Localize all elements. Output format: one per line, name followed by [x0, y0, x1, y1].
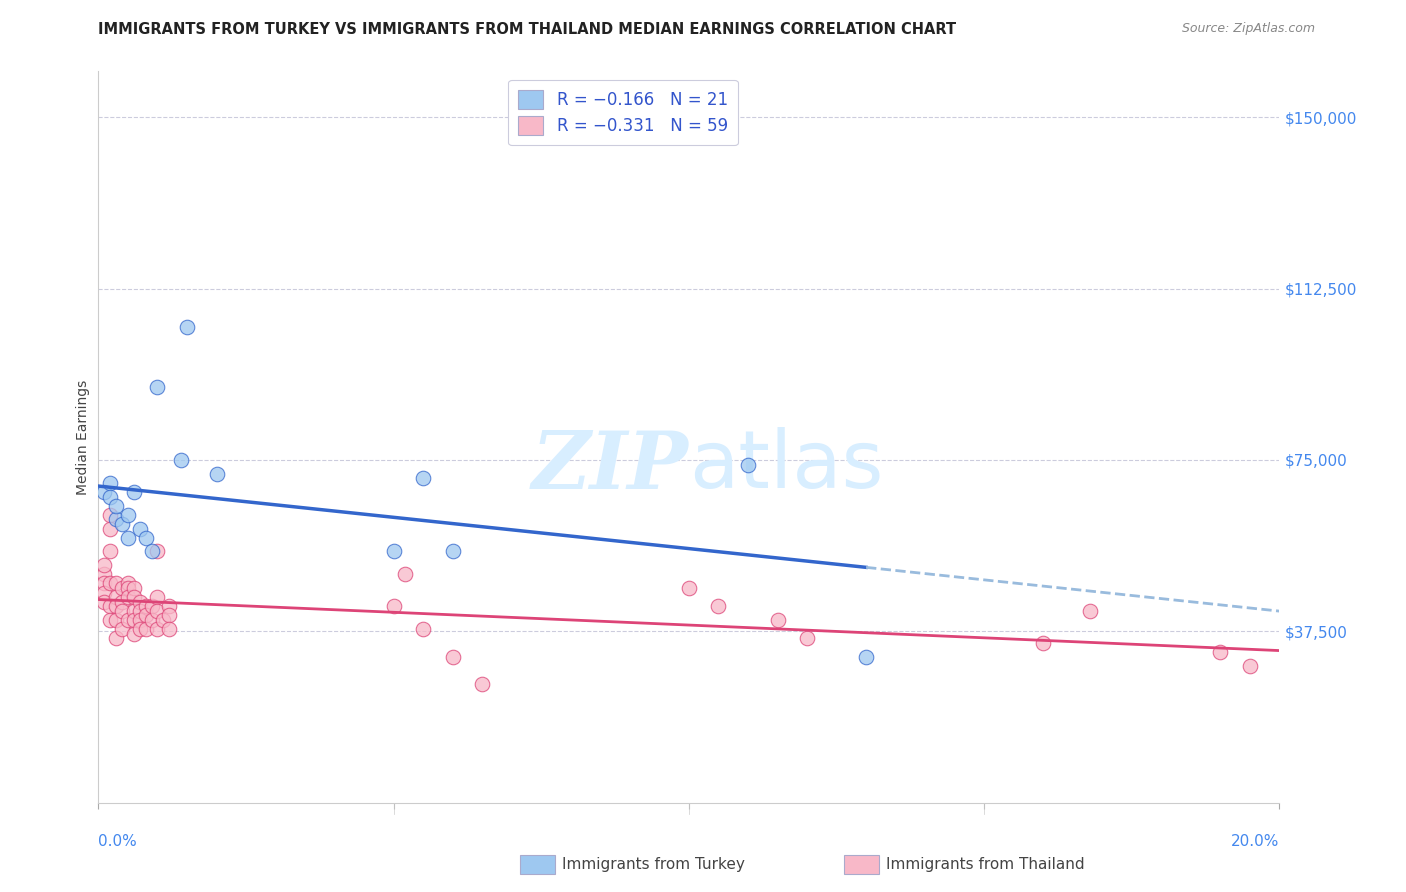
- Point: [441, 544, 464, 558]
- Point: [111, 516, 134, 531]
- Point: [105, 590, 128, 604]
- Point: [135, 608, 157, 623]
- Point: [98, 475, 121, 490]
- Point: [412, 471, 434, 485]
- Point: [471, 677, 494, 691]
- Point: [117, 581, 139, 595]
- Point: [128, 521, 150, 535]
- Text: ZIP: ZIP: [531, 427, 689, 505]
- Point: [128, 622, 150, 636]
- Point: [766, 613, 789, 627]
- Text: atlas: atlas: [689, 427, 883, 506]
- Point: [98, 576, 121, 591]
- Point: [93, 594, 115, 608]
- Point: [678, 581, 700, 595]
- Point: [105, 499, 128, 513]
- Point: [141, 544, 163, 558]
- Point: [98, 544, 121, 558]
- Point: [117, 508, 139, 522]
- Point: [128, 613, 150, 627]
- Point: [707, 599, 730, 614]
- Point: [170, 453, 193, 467]
- Point: [141, 613, 163, 627]
- Point: [394, 567, 416, 582]
- Point: [1209, 645, 1232, 659]
- Point: [382, 544, 405, 558]
- Point: [98, 613, 121, 627]
- Point: [146, 380, 169, 394]
- Point: [117, 613, 139, 627]
- Point: [117, 576, 139, 591]
- Point: [122, 613, 145, 627]
- Point: [93, 558, 115, 573]
- Point: [441, 649, 464, 664]
- Point: [157, 608, 180, 623]
- Point: [98, 490, 121, 504]
- Point: [122, 485, 145, 500]
- Point: [128, 604, 150, 618]
- Point: [105, 613, 128, 627]
- Point: [152, 613, 174, 627]
- Point: [1032, 636, 1054, 650]
- Point: [855, 649, 877, 664]
- Point: [1239, 658, 1261, 673]
- Point: [122, 604, 145, 618]
- Point: [98, 508, 121, 522]
- Point: [157, 622, 180, 636]
- Point: [98, 599, 121, 614]
- Point: [146, 544, 169, 558]
- Text: Immigrants from Thailand: Immigrants from Thailand: [886, 857, 1084, 871]
- Text: Immigrants from Turkey: Immigrants from Turkey: [562, 857, 745, 871]
- Point: [135, 622, 157, 636]
- Point: [122, 581, 145, 595]
- Point: [146, 622, 169, 636]
- Point: [122, 626, 145, 640]
- Point: [146, 604, 169, 618]
- Text: 0.0%: 0.0%: [98, 834, 138, 849]
- Point: [146, 590, 169, 604]
- Point: [135, 599, 157, 614]
- Point: [412, 622, 434, 636]
- Point: [93, 567, 115, 582]
- Text: Source: ZipAtlas.com: Source: ZipAtlas.com: [1181, 22, 1315, 36]
- Point: [117, 590, 139, 604]
- Text: IMMIGRANTS FROM TURKEY VS IMMIGRANTS FROM THAILAND MEDIAN EARNINGS CORRELATION C: IMMIGRANTS FROM TURKEY VS IMMIGRANTS FRO…: [98, 22, 956, 37]
- Point: [105, 512, 128, 526]
- Y-axis label: Median Earnings: Median Earnings: [76, 379, 90, 495]
- Point: [122, 590, 145, 604]
- Point: [105, 599, 128, 614]
- Point: [93, 585, 115, 599]
- Point: [135, 531, 157, 545]
- Point: [141, 599, 163, 614]
- Point: [796, 632, 818, 646]
- Point: [382, 599, 405, 614]
- Point: [128, 594, 150, 608]
- Point: [737, 458, 759, 472]
- Point: [98, 521, 121, 535]
- Point: [111, 594, 134, 608]
- Point: [205, 467, 228, 481]
- Text: 20.0%: 20.0%: [1232, 834, 1279, 849]
- Point: [1080, 604, 1102, 618]
- Point: [176, 320, 198, 334]
- Point: [93, 576, 115, 591]
- Point: [157, 599, 180, 614]
- Point: [111, 604, 134, 618]
- Point: [117, 531, 139, 545]
- Point: [111, 581, 134, 595]
- Legend: R = −0.166   N = 21, R = −0.331   N = 59: R = −0.166 N = 21, R = −0.331 N = 59: [509, 79, 738, 145]
- Point: [111, 622, 134, 636]
- Point: [105, 632, 128, 646]
- Point: [105, 576, 128, 591]
- Point: [93, 485, 115, 500]
